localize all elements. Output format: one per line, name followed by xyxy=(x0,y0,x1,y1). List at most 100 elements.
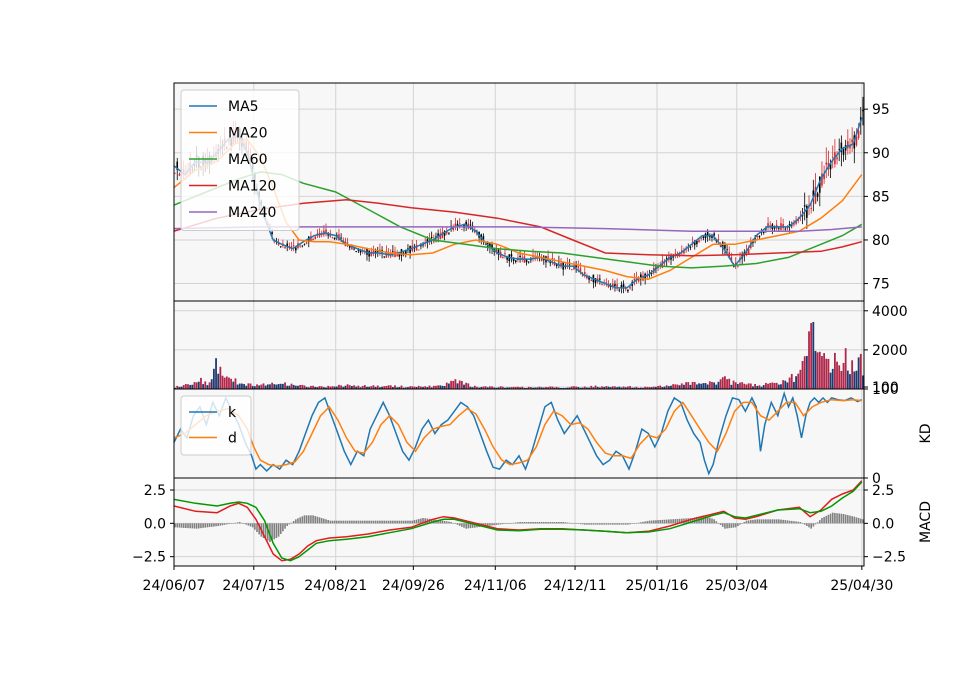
volume-bar xyxy=(859,353,862,389)
candle-body xyxy=(793,223,795,225)
volume-bar xyxy=(704,383,707,389)
volume-bar xyxy=(402,387,405,389)
histogram-bar xyxy=(825,515,828,524)
volume-bar xyxy=(676,384,679,389)
histogram-bar xyxy=(816,522,819,524)
histogram-bar xyxy=(674,519,677,524)
volume-bar xyxy=(849,374,851,389)
volume-bar xyxy=(200,377,202,389)
histogram-bar xyxy=(185,523,187,528)
volume-bar xyxy=(521,386,524,389)
histogram-bar xyxy=(277,523,280,537)
histogram-bar xyxy=(279,523,282,534)
volume-bar xyxy=(555,386,558,389)
histogram-bar xyxy=(368,520,370,524)
histogram-bar xyxy=(456,523,459,525)
histogram-bar xyxy=(737,523,739,526)
candle-body xyxy=(760,231,763,233)
histogram-bar xyxy=(243,523,245,524)
volume-bar xyxy=(478,387,481,389)
candle-body xyxy=(795,220,797,224)
histogram-bar xyxy=(577,523,580,524)
volume-bar xyxy=(450,380,452,389)
candle-body xyxy=(482,236,485,240)
volume-bar xyxy=(734,382,737,389)
histogram-bar xyxy=(730,523,733,528)
volume-bar xyxy=(335,386,338,389)
volume-bar xyxy=(842,362,845,389)
volume-bar xyxy=(732,380,735,389)
histogram-bar xyxy=(678,518,681,524)
histogram-bar xyxy=(512,522,515,524)
volume-bar xyxy=(814,350,817,389)
candle-body xyxy=(849,145,851,149)
volume-bar xyxy=(484,386,487,389)
volume-bar xyxy=(790,373,793,389)
volume-bar xyxy=(698,383,700,389)
candle-body xyxy=(821,173,823,186)
candle-body xyxy=(683,251,685,254)
volume-bar xyxy=(741,382,744,389)
histogram-bar xyxy=(223,523,226,525)
candle-body xyxy=(778,227,780,229)
volume-bar xyxy=(702,383,705,389)
volume-bar xyxy=(404,387,407,389)
candle-body xyxy=(847,141,849,149)
histogram-bar xyxy=(342,520,345,524)
candle-body xyxy=(629,287,631,289)
histogram-bar xyxy=(709,517,711,524)
volume-bar xyxy=(529,387,532,389)
histogram-bar xyxy=(502,523,504,525)
volume-bar xyxy=(318,386,321,389)
histogram-bar xyxy=(806,523,808,526)
volume-background xyxy=(174,301,864,389)
histogram-bar xyxy=(364,520,366,524)
histogram-bar xyxy=(465,523,467,529)
volume-bar xyxy=(368,386,371,389)
histogram-bar xyxy=(659,520,662,524)
volume-bar xyxy=(266,384,269,389)
volume-bar xyxy=(836,361,838,389)
volume-bar xyxy=(456,383,459,389)
volume-bar xyxy=(553,387,556,389)
volume-bar xyxy=(601,386,603,389)
candle-body xyxy=(588,276,590,280)
x-tick-label: 25/04/30 xyxy=(830,578,893,594)
candle-body xyxy=(814,186,817,204)
volume-bar xyxy=(344,385,347,389)
volume-bar xyxy=(454,379,457,389)
volume-bar xyxy=(445,382,448,389)
candle-body xyxy=(310,236,312,242)
volume-bar xyxy=(657,386,659,389)
volume-bar xyxy=(581,387,584,389)
volume-bar xyxy=(659,385,662,389)
candle-body xyxy=(685,249,687,251)
histogram-bar xyxy=(357,520,360,524)
histogram-bar xyxy=(853,516,856,524)
volume-bar xyxy=(182,385,185,389)
histogram-bar xyxy=(251,523,254,528)
candle-body xyxy=(618,289,621,291)
volume-bar xyxy=(706,384,709,389)
histogram-bar xyxy=(790,520,793,524)
candle-body xyxy=(491,244,493,249)
volume-bars xyxy=(174,321,864,389)
volume-bar xyxy=(348,385,351,389)
volume-bar xyxy=(366,386,368,389)
volume-bar xyxy=(512,386,515,389)
candle-body xyxy=(812,190,815,197)
candle-body xyxy=(445,230,448,234)
volume-bar xyxy=(551,386,554,389)
legend-label-k: k xyxy=(228,405,237,421)
histogram-bar xyxy=(762,519,765,524)
histogram-bar xyxy=(344,520,347,524)
volume-bar xyxy=(241,383,243,389)
volume-bar xyxy=(726,379,728,389)
histogram-bar xyxy=(778,519,780,524)
candle-body xyxy=(571,269,573,271)
price-legend: MA5 MA20 MA60 MA120 MA240 xyxy=(180,89,300,231)
volume-bar xyxy=(251,385,254,389)
volume-bar xyxy=(435,385,437,389)
volume-bar xyxy=(631,387,634,389)
histogram-bar xyxy=(588,523,590,525)
